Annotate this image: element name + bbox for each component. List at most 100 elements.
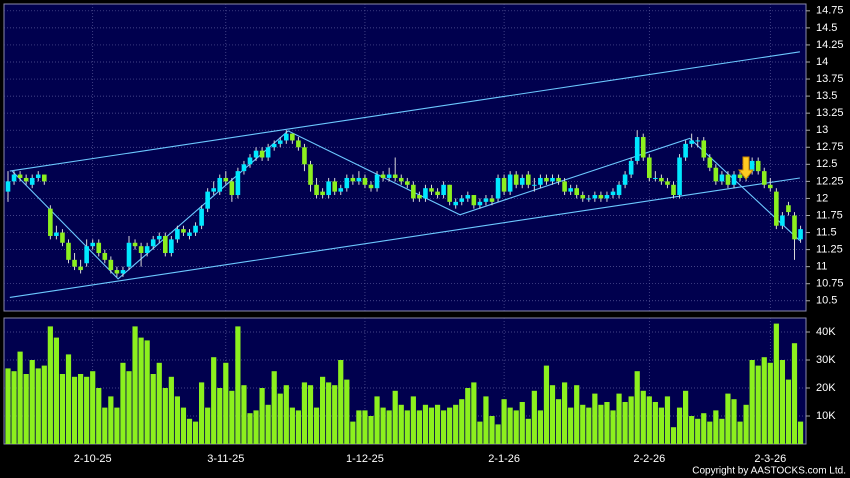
candle-body [749, 160, 755, 172]
candle-body [338, 188, 344, 192]
candle-body [447, 184, 452, 202]
y-tick-label: 14.25 [816, 39, 844, 51]
candle-body [332, 181, 337, 192]
signal-arrow [737, 156, 755, 180]
volume-bar [622, 402, 628, 444]
volume-bar [23, 374, 29, 444]
candle-body [296, 140, 301, 148]
volume-bar [144, 340, 150, 444]
candle-body [102, 253, 108, 260]
volume-bar [562, 382, 568, 444]
volume-bar [422, 404, 429, 444]
candle-body [526, 174, 531, 185]
candle-body [5, 181, 11, 192]
candle-body [610, 191, 616, 196]
volume-bar [253, 410, 259, 444]
volume-bar [773, 323, 779, 444]
candle-body [768, 184, 773, 189]
y-tick-label: 11.5 [816, 226, 837, 238]
candle-body [550, 177, 555, 182]
y-tick-label: 11.25 [816, 244, 843, 256]
candle-body [622, 174, 628, 185]
volume-bar [416, 410, 422, 444]
volume-bar [392, 390, 398, 444]
trend-line [9, 51, 800, 172]
candle-body [11, 174, 17, 182]
volume-bar [320, 376, 326, 444]
volume-bar [791, 343, 798, 444]
volume-bar [658, 407, 664, 444]
volume-bar [664, 396, 671, 444]
candle-body [271, 143, 277, 148]
volume-bar [301, 382, 308, 444]
candle-body [653, 177, 658, 179]
candle-body [265, 147, 271, 158]
volume-bar [96, 388, 102, 444]
candle-body [314, 184, 319, 196]
volume-bar [211, 357, 217, 444]
candle-body [544, 177, 549, 182]
volume-bar [513, 410, 519, 444]
volume-bar [580, 404, 586, 444]
volume-bar [84, 376, 90, 444]
candle-body [211, 188, 216, 192]
volume-bar [374, 396, 380, 444]
volume-bar [380, 407, 386, 444]
volume-bar [350, 421, 356, 444]
volume-bar [132, 326, 138, 444]
candle-body [429, 188, 434, 192]
volume-bar [59, 374, 66, 444]
candle-body [374, 174, 380, 189]
volume-bar [695, 418, 701, 444]
volume-bar [628, 396, 634, 444]
volume-bar [598, 404, 604, 444]
volume-bar [326, 382, 332, 444]
candle-body [368, 184, 374, 189]
volume-bar [235, 326, 241, 444]
volume-bar [205, 407, 211, 444]
volume-bar [47, 326, 53, 444]
volume-bar [5, 368, 11, 444]
candle-body [217, 177, 223, 192]
candle-body [634, 137, 640, 161]
candle-body [150, 239, 156, 247]
volume-bar [725, 393, 731, 444]
candle-body [725, 174, 731, 185]
volume-bar [634, 371, 640, 444]
candle-body [187, 232, 192, 236]
trend-line [9, 177, 800, 298]
candle-body [84, 246, 89, 264]
price-panel [3, 3, 807, 312]
candle-body [193, 225, 198, 233]
candle-body [17, 174, 23, 178]
candle-body [411, 184, 416, 199]
candle-body [120, 270, 126, 274]
volume-bar [779, 360, 785, 444]
volume-bar [441, 410, 447, 444]
volume-bar [283, 385, 289, 444]
volume-bar [338, 360, 344, 444]
candle-body [66, 242, 71, 260]
volume-bar [525, 418, 531, 444]
x-tick-label: 2-3-26 [754, 453, 786, 465]
volume-bar [568, 407, 574, 444]
volume-bar [713, 410, 719, 444]
candle-body [405, 181, 410, 185]
volume-bar [186, 418, 193, 444]
y-tick-label: 11.75 [816, 209, 843, 221]
candle-body [774, 191, 779, 226]
candle-body [350, 177, 356, 182]
candle-body [362, 177, 368, 185]
volume-bar [71, 376, 78, 444]
volume-bar [549, 385, 556, 444]
y-tick-label: 13 [816, 124, 828, 136]
candle-body [423, 188, 428, 199]
volume-bar [410, 396, 416, 444]
candle-body [199, 208, 204, 226]
volume-bar [646, 396, 652, 444]
volume-bar [731, 399, 737, 444]
candle-body [23, 177, 29, 182]
candle-body [507, 174, 513, 192]
candle-body [35, 174, 41, 178]
y-tick-label: 13.75 [816, 73, 844, 85]
